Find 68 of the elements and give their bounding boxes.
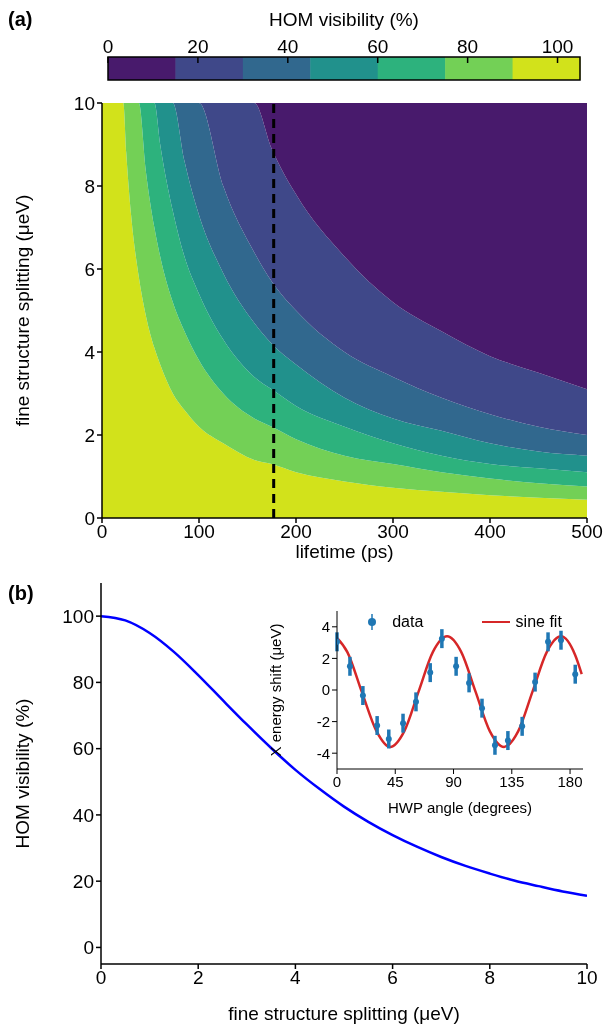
y-tick-label: 20: [72, 870, 94, 892]
point: [438, 635, 445, 642]
legend-label: sine fit: [515, 613, 562, 631]
y-tick-label: 100: [62, 605, 94, 627]
x-tick-label: 45: [386, 772, 404, 790]
y-tick-label: 60: [72, 738, 94, 760]
y-tick-label: -2: [316, 712, 330, 730]
line-series: [101, 614, 587, 897]
point: [572, 671, 579, 678]
y-axis-title: HOM visibility (%): [11, 698, 33, 849]
point: [359, 692, 366, 699]
color-bar-label: 100: [541, 36, 574, 57]
y-tick-label: 0: [84, 507, 95, 529]
y-axis-title: fine structure splitting (μeV): [11, 194, 33, 427]
y-tick-label: 8: [84, 175, 95, 197]
x-tick-label: 135: [499, 772, 525, 790]
y-tick-label: 2: [84, 424, 95, 446]
x-tick-label: 90: [445, 772, 462, 790]
point: [466, 679, 473, 686]
point: [346, 663, 353, 670]
x-axis-title: fine structure splitting (μeV): [228, 1003, 460, 1024]
point: [557, 637, 564, 644]
point: [491, 742, 498, 749]
color-bar-label: 20: [187, 36, 209, 57]
point: [519, 723, 526, 730]
x-tick-label: 8: [484, 967, 496, 989]
y-tick-label: 80: [72, 672, 94, 694]
color-bar-label: 40: [277, 36, 299, 57]
y-tick-label: 10: [73, 92, 95, 114]
point: [545, 638, 552, 645]
color-bar-title: HOM visibility (%): [268, 9, 420, 32]
x-tick-label: 100: [183, 521, 215, 543]
point: [532, 679, 539, 686]
color-bar-label: 60: [367, 36, 389, 57]
x-tick-label: 300: [377, 521, 409, 543]
point: [412, 698, 419, 705]
color-bar-label: 0: [102, 36, 114, 57]
x-tick-label: 180: [557, 772, 583, 790]
x-tick-label: 4: [290, 967, 302, 989]
y-tick-label: -4: [316, 744, 330, 762]
color-bar-label: 80: [457, 36, 479, 57]
point: [374, 722, 381, 729]
x-axis-title: HWP angle (degrees): [388, 799, 532, 816]
y-tick-label: 2: [321, 649, 330, 667]
point: [504, 737, 511, 744]
y-tick-label: 0: [321, 681, 330, 699]
point: [453, 663, 460, 670]
y-tick-label: 0: [83, 937, 94, 959]
x-tick-label: 500: [571, 521, 603, 543]
x-tick-label: 0: [332, 772, 342, 790]
x-tick-label: 10: [576, 967, 598, 989]
point: [479, 705, 486, 712]
point: [427, 669, 434, 676]
x-tick-label: 200: [280, 521, 312, 543]
legend-label: data: [392, 613, 424, 631]
x-tick-label: 6: [387, 967, 398, 989]
x-axis-title: lifetime (ps): [295, 541, 394, 562]
y-tick-label: 4: [321, 618, 330, 636]
point: [400, 720, 407, 727]
y-tick-label: 4: [84, 341, 96, 363]
point: [385, 735, 392, 742]
y-axis-title: X energy shift (μeV): [267, 623, 285, 757]
x-tick-label: 400: [474, 521, 506, 543]
chart-title: (a): [8, 8, 33, 31]
y-tick-label: 40: [72, 804, 94, 826]
x-tick-label: 2: [192, 967, 204, 989]
chart-title: (b): [8, 582, 34, 605]
y-tick-label: 6: [84, 258, 95, 280]
